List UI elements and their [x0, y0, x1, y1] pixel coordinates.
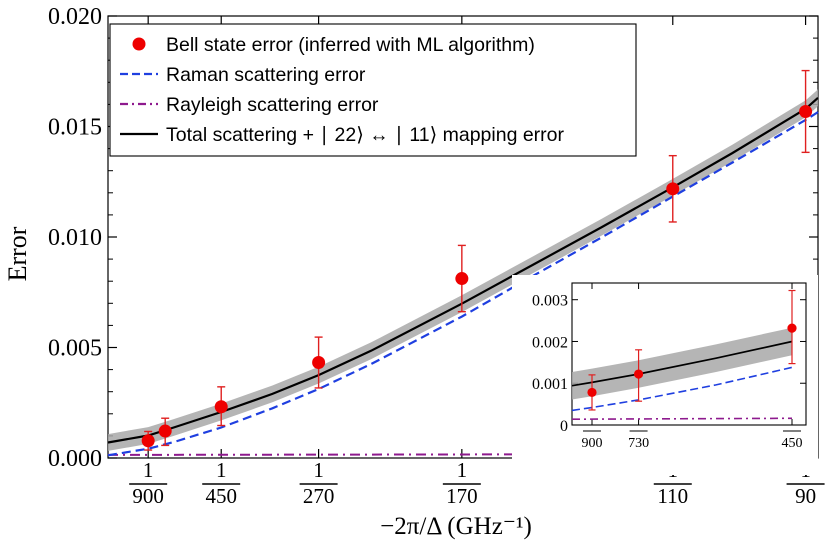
total-line [107, 96, 819, 444]
bell-state-point [666, 182, 680, 196]
inset-total-error-band [572, 327, 792, 400]
inset-bell-state-point [633, 369, 644, 379]
y-tick-label: 0.020 [48, 4, 102, 30]
inset-y-tick-label: 0.002 [532, 334, 568, 351]
x-tick-denominator: 900 [132, 484, 164, 508]
inset-y-tick-label: 0.001 [532, 376, 568, 393]
x-tick-numerator: 1 [143, 458, 154, 482]
legend-swatch-marker [132, 37, 146, 51]
bell-state-point [158, 424, 172, 438]
x-tick-numerator: 1 [457, 458, 468, 482]
inset-y-tick-label: 0 [560, 418, 568, 435]
y-axis-label: Error [3, 226, 32, 281]
inset-plot: 0 0.001 0.002 0.003 900 730 450 [512, 275, 818, 475]
y-tick-label: 0.015 [48, 115, 102, 141]
y-tick-label: 0.000 [48, 446, 102, 472]
legend-label: Raman scattering error [166, 64, 366, 86]
inset-bell-state-point [787, 323, 797, 333]
x-tick-numerator: 1 [216, 458, 227, 482]
legend: Bell state error (inferred with ML algor… [109, 23, 637, 157]
raman-line [107, 111, 819, 457]
inset-rayleigh-line [571, 417, 793, 420]
x-tick-denominator: 270 [303, 484, 335, 508]
rayleigh-line [107, 453, 819, 456]
main-plot: 0.0000.0050.0100.0150.020190014501270117… [48, 4, 825, 508]
legend-label: Total scattering + ∣ 22⟩ ↔ ∣ 11⟩ mapping… [166, 124, 565, 146]
inset-bell-state-point [587, 387, 597, 398]
x-tick-denominator: 110 [657, 484, 688, 508]
inset-frame [571, 282, 807, 426]
bell-state-point [799, 104, 813, 118]
inset-x-tick-label: 900 [581, 436, 602, 451]
y-tick-label: 0.005 [48, 336, 102, 362]
y-tick-label: 0.010 [48, 225, 102, 251]
bell-state-point [141, 434, 155, 448]
inset-y-tick-label: 0.003 [532, 293, 568, 310]
x-tick-denominator: 90 [795, 484, 816, 508]
x-tick-denominator: 450 [205, 484, 237, 508]
inset-x-tick-label: 450 [781, 436, 802, 451]
bell-state-point [455, 272, 469, 286]
legend-label: Bell state error (inferred with ML algor… [166, 34, 535, 56]
legend-label: Rayleigh scattering error [166, 94, 379, 116]
x-axis-label: −2π/Δ (GHz⁻¹) [380, 513, 532, 540]
legend-box [109, 23, 637, 157]
bell-state-point [312, 356, 326, 370]
inset-x-tick-label: 730 [628, 436, 649, 451]
x-tick-denominator: 170 [446, 484, 478, 508]
bell-state-point [214, 400, 228, 414]
x-tick-numerator: 1 [313, 458, 324, 482]
